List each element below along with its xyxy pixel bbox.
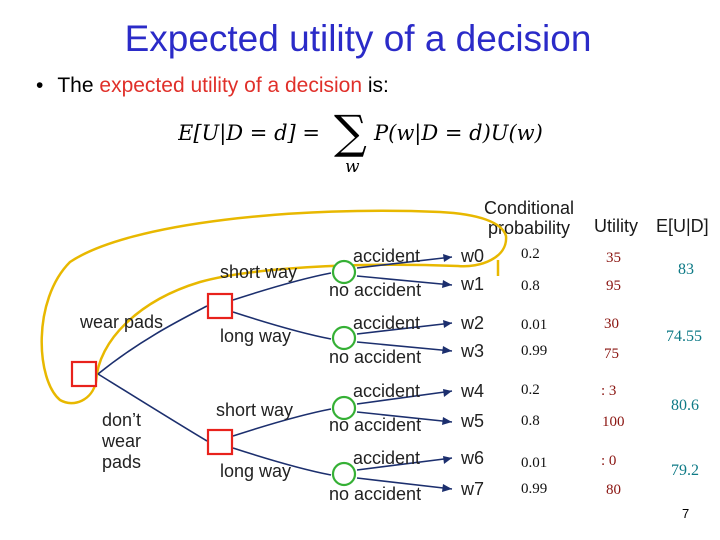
prob-w7: 0.99 xyxy=(521,481,548,497)
edge-w4 xyxy=(356,390,453,405)
arrowhead-w5 xyxy=(442,417,452,425)
page-number: 7 xyxy=(682,506,690,521)
arrowhead-w1 xyxy=(442,280,452,288)
eu-dont-long: 79.2 xyxy=(671,462,699,479)
edge-w3 xyxy=(356,341,453,352)
edge-w1 xyxy=(356,275,453,286)
eu-dont-short: 80.6 xyxy=(671,397,699,414)
utility-w4: : 3 xyxy=(601,383,617,399)
arrowheads xyxy=(442,254,452,492)
formula-lhs: E[U|D = d] = xyxy=(178,121,320,146)
world-w7: w7 xyxy=(461,479,485,499)
arrowhead-w2 xyxy=(443,320,452,328)
eu-column-header: E[U|D] xyxy=(656,216,709,236)
prob-w6: 0.01 xyxy=(521,455,548,471)
edge-w0 xyxy=(356,256,453,269)
arrowhead-w7 xyxy=(442,484,452,492)
arrowhead-w4 xyxy=(443,389,452,397)
prob-header-line1: Conditional xyxy=(483,198,575,218)
world-w2: w2 xyxy=(461,313,485,333)
edge-root-wear xyxy=(97,305,208,375)
wear-pads-decision-node xyxy=(206,292,234,320)
chance-nodes xyxy=(331,259,357,487)
edge-w5 xyxy=(356,411,453,423)
bullet-point: • The expected utility of a decision is: xyxy=(36,74,389,98)
expected-utility-formula: E[U|D = d] = ∑ w P(w|D = d)U(w) xyxy=(178,105,543,177)
bullet-text-pre: The xyxy=(57,74,100,97)
tree-edges xyxy=(97,256,453,490)
arrowhead-w3 xyxy=(442,346,452,354)
utility-w7: 80 xyxy=(606,482,621,498)
label-accident-w4: accident xyxy=(353,381,421,401)
edge-w7 xyxy=(356,477,453,490)
bullet-text-post: is: xyxy=(362,74,389,97)
prob-w0: 0.2 xyxy=(521,246,540,262)
prob-w2: 0.01 xyxy=(521,317,548,333)
prob-w3: 0.99 xyxy=(521,343,548,359)
chance-node-wear-long xyxy=(331,325,357,351)
world-w3: w3 xyxy=(461,341,485,361)
utility-column-header: Utility xyxy=(594,216,638,236)
label-accident-w2: accident xyxy=(353,313,421,333)
highlight-loop xyxy=(40,209,508,405)
eu-wear-long: 74.55 xyxy=(666,328,702,345)
label-no-accident-w3: no accident xyxy=(329,347,422,367)
chance-node-dont-long xyxy=(331,461,357,487)
world-w5: w5 xyxy=(461,411,485,431)
formula-sum-symbol: ∑ xyxy=(334,105,367,159)
edge-wear-long xyxy=(232,311,332,340)
eu-wear-short: 83 xyxy=(678,261,694,278)
label-no-accident-w7: no accident xyxy=(329,484,422,504)
utility-w5: 100 xyxy=(602,414,625,430)
edge-w6 xyxy=(356,457,453,471)
formula-rhs: P(w|D = d)U(w) xyxy=(373,121,543,146)
arrowhead-w6 xyxy=(443,456,452,464)
world-w0: w0 xyxy=(461,246,485,266)
root-decision-node xyxy=(70,360,98,388)
edge-root-dont xyxy=(97,373,208,442)
label-dont-line1: don’t xyxy=(102,410,142,430)
prob-w4: 0.2 xyxy=(521,382,540,398)
label-long-way-1: long way xyxy=(220,326,292,346)
utility-w3: 75 xyxy=(604,346,619,362)
edge-wear-short xyxy=(232,272,332,301)
slide-title: Expected utility of a decision xyxy=(124,18,592,59)
chance-node-dont-short xyxy=(331,395,357,421)
formula-sum-index: w xyxy=(345,157,360,177)
edge-w2 xyxy=(356,322,453,335)
edge-dont-long xyxy=(232,447,332,476)
label-long-way-2: long way xyxy=(220,461,292,481)
dont-wear-pads-decision-node xyxy=(206,428,234,456)
utility-w0: 35 xyxy=(606,250,621,266)
arrowhead-w0 xyxy=(443,254,452,262)
label-no-accident-w5: no accident xyxy=(329,415,422,435)
label-accident-w0: accident xyxy=(353,246,421,266)
utility-w1: 95 xyxy=(606,278,621,294)
utility-w2: 30 xyxy=(604,316,619,332)
label-dont-line2: wear xyxy=(102,431,142,451)
prob-column-header: Conditional probability xyxy=(476,198,582,238)
world-w6: w6 xyxy=(461,448,485,468)
world-w1: w1 xyxy=(461,274,485,294)
utility-w6: : 0 xyxy=(601,453,617,469)
label-accident-w6: accident xyxy=(353,448,421,468)
world-w4: w4 xyxy=(461,381,485,401)
bullet-dot: • xyxy=(36,74,44,97)
chance-node-wear-short xyxy=(331,259,357,285)
label-no-accident-w1: no accident xyxy=(329,280,422,300)
prob-w1: 0.8 xyxy=(521,278,540,294)
label-wear-pads: wear pads xyxy=(80,312,164,332)
prob-header-line2: probability xyxy=(487,218,571,238)
label-dont-line3: pads xyxy=(102,452,142,472)
bullet-text-highlight: expected utility of a decision xyxy=(99,74,363,97)
prob-w5: 0.8 xyxy=(521,413,540,429)
label-short-way-2: short way xyxy=(216,400,294,420)
edge-dont-short xyxy=(232,408,332,437)
label-short-way-1: short way xyxy=(220,262,298,282)
